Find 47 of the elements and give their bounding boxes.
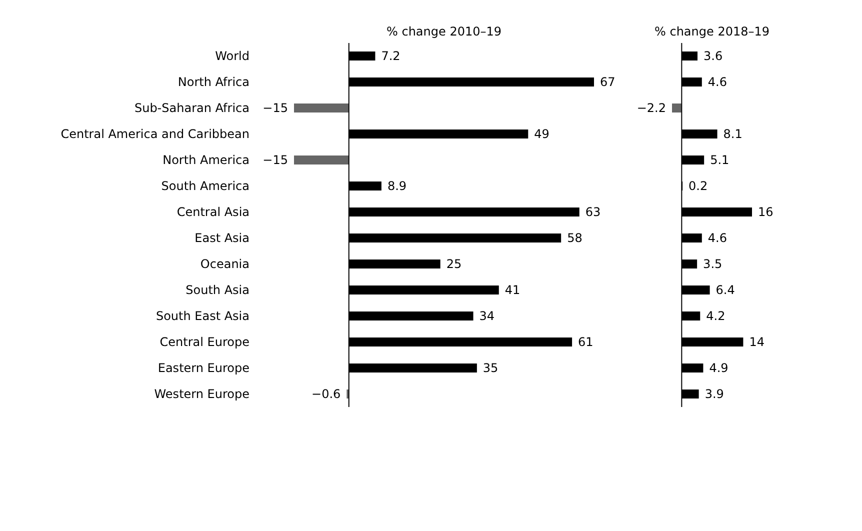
bar [672, 104, 682, 112]
data-label: 4.6 [708, 231, 727, 245]
bar [294, 156, 349, 164]
y-tick-label: Central Asia [176, 205, 250, 219]
data-label: 4.6 [708, 75, 727, 89]
data-label: 34 [479, 309, 495, 323]
data-label: −0.6 [312, 387, 341, 401]
y-tick-label: Western Europe [154, 387, 250, 401]
y-tick-label: North America [162, 153, 250, 167]
y-tick-label: Eastern Europe [158, 361, 250, 375]
data-label: 4.9 [709, 361, 728, 375]
y-tick-label: South America [161, 179, 250, 193]
data-label: 16 [758, 205, 774, 219]
data-label: 8.1 [723, 127, 742, 141]
data-label: 67 [600, 75, 616, 89]
data-label: −15 [262, 101, 288, 115]
data-label: 4.2 [706, 309, 726, 323]
data-label: 63 [585, 205, 601, 219]
data-label: 49 [534, 127, 550, 141]
y-tick-label: East Asia [194, 231, 250, 245]
y-tick-label: World [215, 49, 250, 63]
data-label: 8.9 [387, 179, 407, 193]
bar [294, 104, 349, 112]
data-label: −2.2 [636, 101, 666, 115]
data-label: 0.2 [688, 179, 708, 193]
data-label: 35 [482, 361, 498, 375]
data-label: 61 [578, 335, 594, 349]
y-tick-label: Oceania [200, 257, 250, 271]
data-label: 3.9 [704, 387, 724, 401]
data-label: 3.6 [703, 49, 723, 63]
data-label: 3.5 [703, 257, 722, 271]
y-tick-label: Central Europe [160, 335, 250, 349]
data-label: 5.1 [710, 153, 730, 167]
y-tick-label: Central America and Caribbean [60, 127, 250, 141]
data-label: 58 [567, 231, 582, 245]
y-tick-label: South Asia [186, 283, 250, 297]
chart-title: % change 2018–19 [654, 24, 770, 38]
data-label: 25 [446, 257, 462, 271]
data-label: −15 [262, 153, 288, 167]
y-tick-label: Sub-Saharan Africa [134, 101, 250, 115]
y-tick-label: South East Asia [156, 309, 250, 323]
data-label: 7.2 [381, 49, 400, 63]
data-label: 14 [749, 335, 764, 349]
chart-title: % change 2010–19 [386, 24, 502, 38]
y-tick-label: North Africa [178, 75, 250, 89]
data-label: 41 [504, 283, 520, 297]
data-label: 6.4 [716, 283, 735, 297]
